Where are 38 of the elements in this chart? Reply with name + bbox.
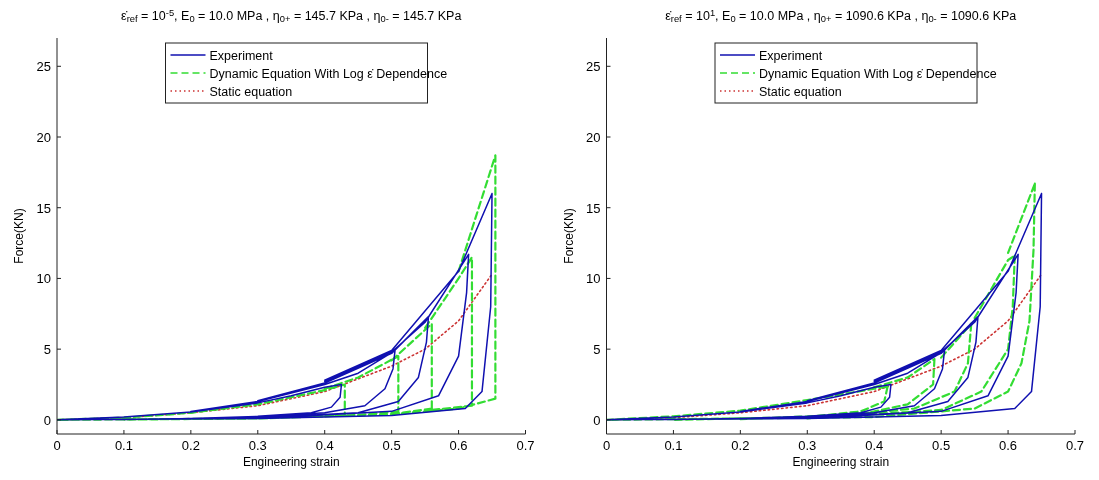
y-tick-label: 0 <box>593 412 601 428</box>
x-axis-title: Engineering strain <box>792 455 890 469</box>
y-tick-label: 15 <box>36 200 51 216</box>
x-tick-label: 0.7 <box>516 438 535 453</box>
y-tick-label: 10 <box>586 271 601 287</box>
y-tick-label: 0 <box>43 412 51 428</box>
x-tick-label: 0.5 <box>932 438 951 453</box>
x-tick-label: 0.3 <box>248 438 267 453</box>
legend-label: Experiment <box>759 49 823 63</box>
legend-label: Static equation <box>759 85 842 99</box>
y-tick-label: 5 <box>593 342 601 358</box>
x-tick-label: 0.4 <box>315 438 334 453</box>
y-axis-title: Force(KN) <box>561 208 576 264</box>
y-tick-label: 10 <box>36 271 51 287</box>
x-axis-title: Engineering strain <box>242 455 340 469</box>
x-tick-label: 0.2 <box>181 438 200 453</box>
y-axis-title: Force(KN) <box>12 208 26 264</box>
y-tick-label: 25 <box>586 59 601 75</box>
chart-title: ε̇$_{ref}$ = 10$^{1}$, E$_{0}$ = 10.0 MPa , η$_{0+}$ = 1090.6 KPa , η$_{0-}$ = 1090.6 KPa <box>665 7 1017 25</box>
x-tick-label: 0.4 <box>865 438 884 453</box>
x-tick-label: 0.1 <box>114 438 133 453</box>
x-tick-label: 0.5 <box>382 438 401 453</box>
y-tick-label: 25 <box>36 59 51 75</box>
x-tick-label: 0.6 <box>449 438 468 453</box>
x-tick-label: 0.7 <box>1065 438 1085 453</box>
x-tick-label: 0.2 <box>731 438 750 453</box>
legend-label: Experiment <box>209 49 274 63</box>
y-tick-label: 5 <box>43 342 51 358</box>
legend-label: Static equation <box>209 85 293 99</box>
x-tick-label: 0.6 <box>999 438 1018 453</box>
y-tick-label: 20 <box>586 130 601 145</box>
legend-label: Dynamic Equation With Log ε̇ Dependence <box>759 67 997 81</box>
y-tick-label: 15 <box>586 200 601 216</box>
x-tick-label: 0 <box>53 438 61 453</box>
y-tick-label: 20 <box>36 130 51 145</box>
chart-title: ε̇$_{ref}$ = 10$^{-5}$, E$_{0}$ = 10.0 MPa , η$_{0+}$ = 145.7 KPa , η$_{0-}$ = 145.7 KPa <box>121 7 462 25</box>
x-tick-label: 0.1 <box>664 438 683 453</box>
x-tick-label: 0.3 <box>798 438 817 453</box>
